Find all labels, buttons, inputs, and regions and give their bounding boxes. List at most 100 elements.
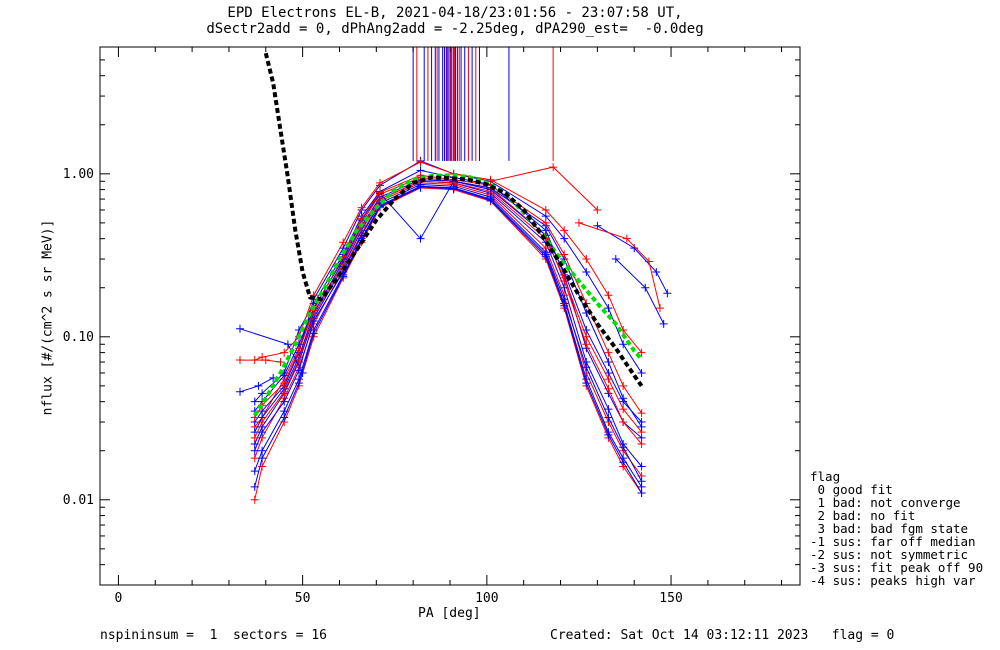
series-11-point-8: [416, 234, 425, 243]
series-13-blue: [250, 183, 646, 498]
legend-item-bad-fgm: 3 bad: bad fgm state: [810, 521, 969, 536]
series-12-point-16: [637, 409, 646, 418]
legend-item-no-fit: 2 bad: no fit: [810, 508, 916, 523]
series-4-point-0: [250, 467, 259, 476]
x-tick-label-1: 50: [295, 591, 311, 606]
footer-created: Created: Sat Oct 14 03:12:11 2023 flag =…: [550, 628, 895, 643]
extra-series-4-red: [574, 218, 664, 313]
extra-series-1-red: [236, 356, 285, 367]
series-12-point-15: [619, 381, 628, 390]
series-7-point-5: [339, 238, 348, 247]
series-1-point-16: [637, 439, 646, 448]
chart-title: EPD Electrons EL-B, 2021-04-18/23:01:56 …: [227, 5, 683, 21]
flux-series-group: [236, 156, 672, 504]
series-6-point-14: [604, 304, 613, 313]
extra-series-4-point-3: [656, 304, 664, 313]
series-13-point-11: [541, 252, 550, 261]
series-6-point-13: [582, 267, 591, 276]
plot-axes: 0 50 100 150 0.01 0.10 1.00: [63, 46, 801, 606]
series-9-point-1: [258, 418, 267, 427]
legend-item-not-converge: 1 bad: not converge: [810, 495, 961, 510]
extra-series-3-line: [597, 225, 668, 294]
series-0-point-0: [250, 397, 259, 406]
peak-vertical-lines: [412, 47, 554, 161]
series-13-point-15: [619, 458, 628, 467]
fit-green-curve: [253, 173, 644, 417]
legend-item-not-symmetric: -2 sus: not symmetric: [810, 547, 969, 562]
chart-subtitle: dSectr2add = 0, dPhAng2add = -2.25deg, d…: [206, 21, 704, 37]
series-9-point-15: [619, 405, 628, 414]
fit-curves: [253, 52, 644, 417]
extra-series-4-point-1: [622, 234, 631, 243]
extra-series-6-point-0: [611, 255, 620, 264]
series-2-point-14: [604, 405, 613, 414]
extra-series-3-blue: [593, 221, 672, 298]
series-1-point-14: [604, 384, 613, 393]
series-7-red: [250, 158, 646, 365]
extra-series-5-point-2: [593, 205, 602, 214]
extra-series-1-point-2: [276, 358, 285, 367]
series-13-point-16: [637, 489, 646, 498]
series-6-point-16: [637, 368, 646, 377]
extra-series-2-point-0: [236, 387, 244, 396]
series-13-point-13: [582, 379, 591, 388]
series-5-point-1: [258, 462, 267, 471]
extra-series-0-point-0: [236, 324, 244, 333]
series-9-point-14: [604, 375, 613, 384]
series-11-point-16: [637, 422, 646, 431]
series-10-point-2: [280, 397, 289, 406]
series-7-point-13: [582, 255, 591, 264]
series-9-point-2: [280, 387, 289, 396]
series-12-point-2: [280, 379, 289, 388]
series-10-point-13: [582, 363, 591, 372]
series-7-point-7: [376, 178, 384, 187]
series-4-point-1: [258, 446, 267, 455]
legend-item-peak-off-90: -3 sus: fit peak off 90: [810, 560, 984, 575]
extra-series-3-point-1: [630, 244, 639, 253]
series-11-point-14: [604, 358, 613, 367]
fit-black-curve: [263, 52, 644, 388]
legend-item-good-fit: 0 good fit: [810, 482, 893, 497]
series-7-point-16: [637, 348, 646, 357]
extra-series-2-point-1: [254, 381, 263, 390]
extra-series-3-point-3: [663, 289, 672, 298]
series-12-point-7: [376, 188, 384, 197]
extra-series-1-point-1: [261, 356, 270, 365]
series-13-point-12: [560, 301, 569, 310]
series-13-point-0: [250, 482, 259, 491]
series-13-point-14: [604, 430, 613, 439]
series-13-point-8: [416, 183, 425, 192]
series-0-point-1: [258, 389, 267, 398]
series-6-point-12: [560, 234, 569, 243]
series-6-point-15: [619, 340, 628, 349]
series-12-point-12: [560, 250, 569, 259]
extra-series-2-blue: [236, 373, 278, 396]
extra-series-4-point-2: [644, 257, 653, 266]
series-10-point-14: [604, 413, 613, 422]
series-9-point-0: [250, 433, 259, 442]
extra-series-3-point-2: [652, 267, 661, 276]
series-2-point-16: [637, 462, 646, 471]
extra-series-3-point-0: [593, 221, 602, 230]
extra-series-5-red: [486, 163, 602, 214]
series-7-point-8: [416, 158, 425, 167]
series-1-point-13: [582, 340, 591, 349]
series-9-point-13: [582, 332, 591, 341]
y-tick-label-0: 0.01: [63, 493, 94, 508]
series-7-point-2: [280, 348, 289, 357]
flag-legend: flag 0 good fit 1 bad: not converge 2 ba…: [810, 470, 983, 587]
series-10-point-15: [619, 443, 628, 452]
series-10-point-1: [258, 428, 267, 437]
x-tick-label-3: 150: [659, 591, 682, 606]
series-7-point-11: [541, 205, 550, 214]
series-11-point-2: [280, 371, 289, 380]
legend-item-peaks-high-var: -4 sus: peaks high var: [810, 573, 976, 588]
y-tick-label-2: 1.00: [63, 167, 94, 182]
extra-series-0-blue: [236, 324, 307, 377]
y-tick-label-1: 0.10: [63, 330, 94, 345]
series-12-point-8: [416, 171, 425, 180]
series-10-point-0: [250, 446, 259, 455]
series-10-point-4: [309, 317, 318, 326]
extra-series-6-point-1: [641, 283, 650, 292]
